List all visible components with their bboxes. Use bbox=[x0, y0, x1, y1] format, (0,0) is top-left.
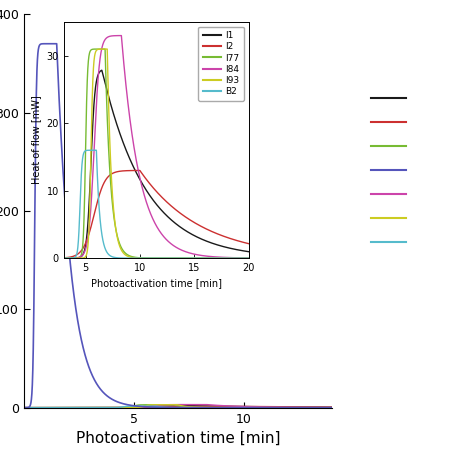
X-axis label: Photoactivation time [min]: Photoactivation time [min] bbox=[75, 431, 280, 446]
Legend: , , , , , , : , , , , , , bbox=[372, 92, 417, 250]
